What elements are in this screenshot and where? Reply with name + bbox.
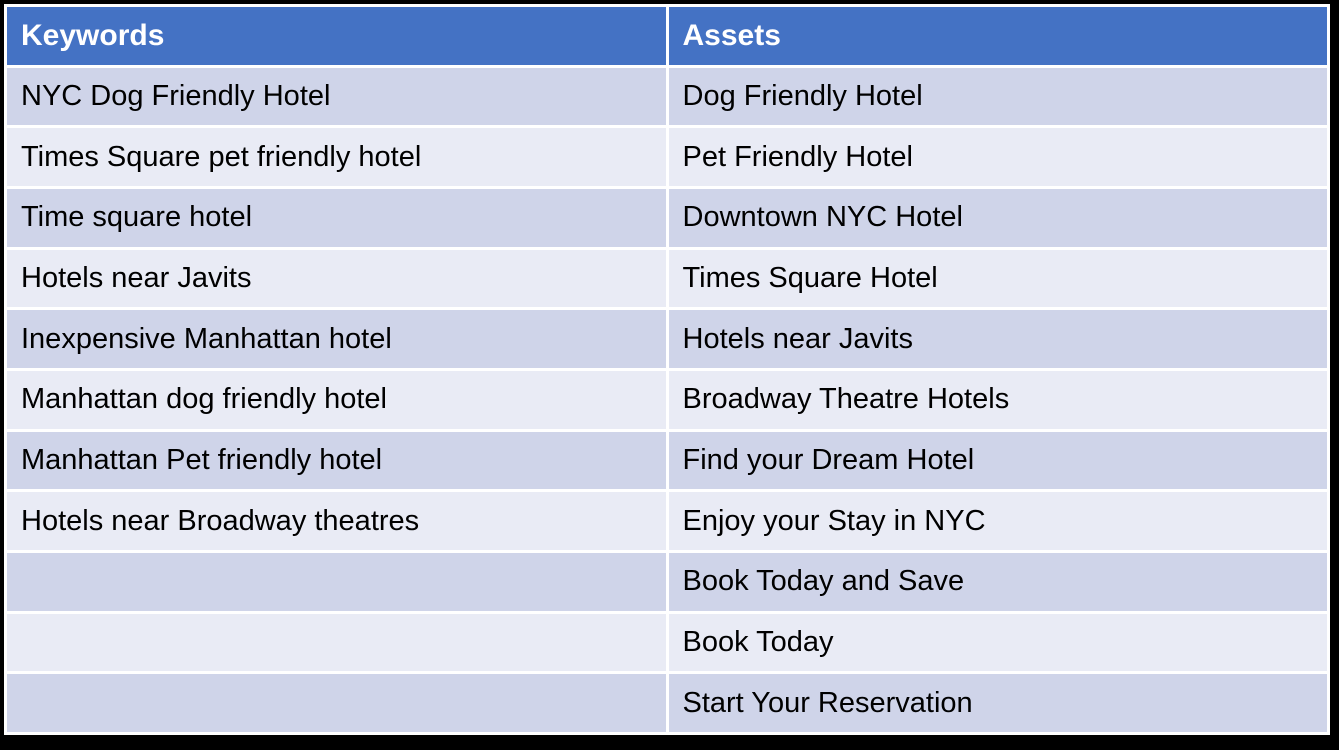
column-header-assets: Assets (668, 7, 1327, 65)
keyword-cell: Hotels near Broadway theatres (7, 492, 666, 550)
keyword-cell (7, 613, 666, 672)
keyword-cell: Hotels near Javits (7, 249, 666, 308)
keywords-assets-table: Keywords Assets NYC Dog Friendly Hotel Do… (4, 4, 1330, 735)
keyword-text: Inexpensive Manhattan hotel (21, 322, 392, 355)
asset-text: Start Your Reservation (682, 686, 973, 719)
asset-text: Times Square Hotel (682, 261, 938, 294)
keyword-text: Manhattan Pet friendly hotel (21, 443, 383, 476)
asset-text: Pet Friendly Hotel (682, 140, 914, 173)
asset-text: Enjoy your Stay in NYC (682, 504, 986, 537)
asset-cell: Dog Friendly Hotel (668, 67, 1327, 126)
asset-cell: Hotels near Javits (668, 310, 1327, 368)
column-header-keywords: Keywords (7, 7, 666, 65)
keyword-cell: Times Square pet friendly hotel (7, 128, 666, 186)
asset-cell: Pet Friendly Hotel (668, 128, 1327, 186)
keyword-cell (7, 674, 666, 732)
asset-text: Downtown NYC Hotel (682, 201, 963, 234)
asset-cell: Downtown NYC Hotel (668, 189, 1327, 247)
keyword-text: Time square hotel (21, 201, 253, 234)
asset-cell: Book Today and Save (668, 553, 1327, 611)
keyword-text: Hotels near Broadway theatres (21, 504, 420, 537)
asset-cell: Find your Dream Hotel (668, 431, 1327, 490)
asset-cell: Times Square Hotel (668, 249, 1327, 308)
keyword-cell: Inexpensive Manhattan hotel (7, 310, 666, 368)
keyword-cell: Manhattan Pet friendly hotel (7, 431, 666, 490)
table-frame: Keywords Assets NYC Dog Friendly Hotel Do… (4, 4, 1330, 735)
keyword-text: Times Square pet friendly hotel (21, 140, 422, 173)
keyword-text: NYC Dog Friendly Hotel (21, 79, 331, 112)
asset-cell: Enjoy your Stay in NYC (668, 492, 1327, 550)
keyword-cell (7, 553, 666, 611)
asset-text: Dog Friendly Hotel (682, 79, 923, 112)
asset-cell: Start Your Reservation (668, 674, 1327, 732)
keyword-cell: Manhattan dog friendly hotel (7, 371, 666, 429)
asset-text: Hotels near Javits (682, 322, 914, 355)
asset-text: Book Today (682, 625, 834, 658)
keyword-cell: Time square hotel (7, 189, 666, 247)
asset-cell: Broadway Theatre Hotels (668, 371, 1327, 429)
asset-text: Broadway Theatre Hotels (682, 383, 1010, 416)
keyword-cell: NYC Dog Friendly Hotel (7, 67, 666, 126)
keyword-text: Manhattan dog friendly hotel (21, 383, 387, 416)
asset-cell: Book Today (668, 613, 1327, 672)
asset-text: Find your Dream Hotel (682, 443, 975, 476)
asset-text: Book Today and Save (682, 565, 965, 598)
keyword-text: Hotels near Javits (21, 261, 252, 294)
